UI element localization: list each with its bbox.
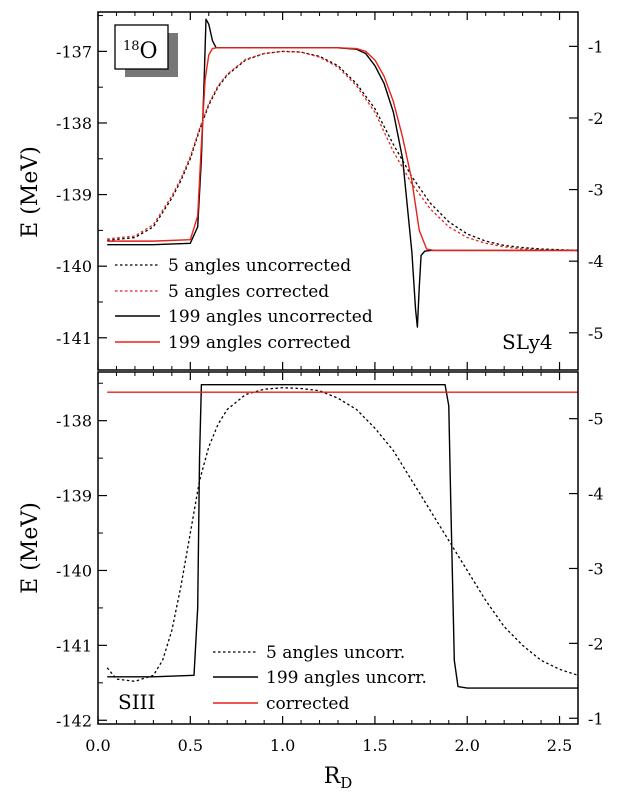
bottom-series-1-line <box>106 387 578 682</box>
bottom-ticks-group: -142 -141 -140 -139 -138 -1 -2 -3 -4 -5 0.0 0.5 1.0 1… <box>56 372 604 755</box>
top-y-tick-label-3: -138 <box>56 114 92 133</box>
x-tick-label-5: 2.5 <box>547 736 572 755</box>
top-legend-label-3: 199 angles uncorrected <box>168 307 373 327</box>
bottom-series-2-line <box>107 384 578 689</box>
top-y2-tick-label-3: -2 <box>588 109 604 128</box>
bottom-y-tick-label-1: -141 <box>56 636 92 655</box>
top-y2-tick-label-0: -5 <box>588 324 604 343</box>
nucleus-label-box: 18O <box>114 24 178 77</box>
top-series-group <box>107 18 578 328</box>
top-series-1-line <box>107 50 578 252</box>
top-series-4-line <box>107 47 578 252</box>
bottom-legend-label-2: 199 angles uncorr. <box>266 668 427 688</box>
bottom-y2-tick-label-4: -5 <box>588 410 604 429</box>
top-y2-tick-label-4: -1 <box>588 37 604 56</box>
x-tick-label-4: 2.0 <box>455 736 480 755</box>
top-y-tick-label-2: -139 <box>56 186 92 205</box>
x-tick-label-0: 0.0 <box>85 736 110 755</box>
bottom-y-tick-label-2: -140 <box>56 561 92 580</box>
top-series-2-line <box>107 50 578 252</box>
top-y2-tick-label-1: -4 <box>588 252 604 271</box>
x-tick-label-3: 1.5 <box>362 736 387 755</box>
bottom-y2-tick-label-1: -2 <box>588 634 604 653</box>
bottom-legend: 5 angles uncorr. 199 angles uncorr. corr… <box>213 643 427 714</box>
top-legend: 5 angles uncorrected 5 angles corrected … <box>115 256 373 353</box>
bottom-y2-tick-label-0: -1 <box>588 709 604 728</box>
top-y-tick-label-0: -141 <box>56 329 92 348</box>
nucleus-element: O <box>140 39 158 64</box>
top-ticks-group: -141 -140 -139 -138 -137 -5 -4 -3 -2 -1 <box>56 12 604 370</box>
bottom-y-tick-label-0: -142 <box>56 711 92 730</box>
top-panel: -141-140-139-138-137-5-4-3-2-1 18O SLy4 … <box>18 11 604 371</box>
bottom-y-axis-title: E (MeV) <box>18 502 43 594</box>
bottom-series-group <box>106 384 578 689</box>
bottom-force-label: SIII <box>118 690 155 714</box>
top-y-tick-label-1: -140 <box>56 257 92 276</box>
top-legend-label-1: 5 angles uncorrected <box>168 256 351 276</box>
bottom-legend-label-3: corrected <box>266 694 349 714</box>
top-y-tick-label-4: -137 <box>56 42 92 61</box>
bottom-y2-tick-label-3: -4 <box>588 485 604 504</box>
svg-text:18O: 18O <box>123 39 158 64</box>
top-y-axis-title: E (MeV) <box>18 146 43 238</box>
top-legend-label-2: 5 angles corrected <box>168 282 329 302</box>
nucleus-mass-number: 18 <box>123 39 140 54</box>
bottom-y-tick-label-4: -138 <box>56 412 92 431</box>
bottom-panel: -142 -141 -140 -139 -138 -1 -2 -3 -4 -5 0.0 0.5 1.0 1… <box>18 371 604 792</box>
top-y2-tick-label-2: -3 <box>588 181 604 200</box>
x-tick-label-2: 1.0 <box>270 736 295 755</box>
bottom-y-tick-label-3: -139 <box>56 487 92 506</box>
x-axis-title: RD <box>324 764 353 792</box>
top-force-label: SLy4 <box>502 330 553 354</box>
top-legend-label-4: 199 angles corrected <box>168 333 351 353</box>
bottom-legend-label-1: 5 angles uncorr. <box>266 643 405 663</box>
bottom-y2-tick-label-2: -3 <box>588 559 604 578</box>
x-tick-label-1: 0.5 <box>178 736 203 755</box>
